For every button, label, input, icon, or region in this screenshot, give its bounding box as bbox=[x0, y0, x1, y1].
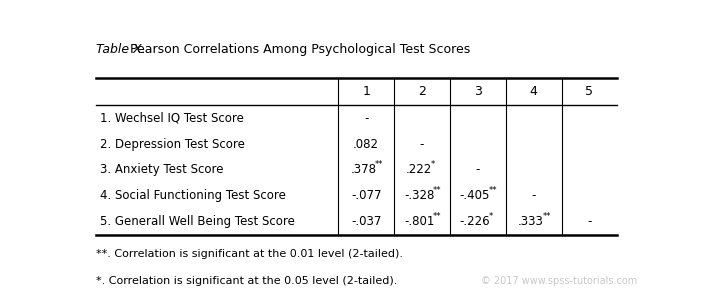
Text: -.226: -.226 bbox=[459, 215, 490, 228]
Text: -.037: -.037 bbox=[351, 215, 382, 228]
Text: 4. Social Functioning Test Score: 4. Social Functioning Test Score bbox=[100, 189, 286, 203]
Text: 1: 1 bbox=[362, 85, 370, 98]
Text: **: ** bbox=[489, 186, 498, 195]
Text: 3. Anxiety Test Score: 3. Anxiety Test Score bbox=[100, 164, 223, 176]
Text: -: - bbox=[420, 138, 424, 151]
Text: **: ** bbox=[433, 186, 441, 195]
Text: 5: 5 bbox=[585, 85, 593, 98]
Text: 2. Depression Test Score: 2. Depression Test Score bbox=[100, 138, 245, 151]
Text: .082: .082 bbox=[354, 138, 379, 151]
Text: -.801: -.801 bbox=[404, 215, 434, 228]
Text: Table X.: Table X. bbox=[96, 43, 145, 56]
Text: 3: 3 bbox=[474, 85, 482, 98]
Text: -.077: -.077 bbox=[351, 189, 382, 203]
Text: Pearson Correlations Among Psychological Test Scores: Pearson Correlations Among Psychological… bbox=[126, 43, 470, 56]
Text: **: ** bbox=[543, 212, 551, 221]
Text: *: * bbox=[489, 212, 493, 221]
Text: -.405: -.405 bbox=[460, 189, 490, 203]
Text: -: - bbox=[364, 112, 369, 125]
Text: © 2017 www.spss-tutorials.com: © 2017 www.spss-tutorials.com bbox=[481, 276, 637, 286]
Text: *: * bbox=[431, 160, 435, 169]
Text: **: ** bbox=[433, 212, 441, 221]
Text: -: - bbox=[588, 215, 592, 228]
Text: 2: 2 bbox=[418, 85, 426, 98]
Text: -.328: -.328 bbox=[404, 189, 434, 203]
Text: .378: .378 bbox=[351, 164, 377, 176]
Text: .222: .222 bbox=[406, 164, 432, 176]
Text: 5. Generall Well Being Test Score: 5. Generall Well Being Test Score bbox=[100, 215, 295, 228]
Text: **: ** bbox=[375, 160, 384, 169]
Text: *. Correlation is significant at the 0.05 level (2-tailed).: *. Correlation is significant at the 0.0… bbox=[96, 276, 397, 286]
Text: **. Correlation is significant at the 0.01 level (2-tailed).: **. Correlation is significant at the 0.… bbox=[96, 248, 402, 259]
Text: 4: 4 bbox=[530, 85, 538, 98]
Text: .333: .333 bbox=[518, 215, 544, 228]
Text: -: - bbox=[531, 189, 536, 203]
Text: 1. Wechsel IQ Test Score: 1. Wechsel IQ Test Score bbox=[100, 112, 244, 125]
Text: -: - bbox=[476, 164, 480, 176]
